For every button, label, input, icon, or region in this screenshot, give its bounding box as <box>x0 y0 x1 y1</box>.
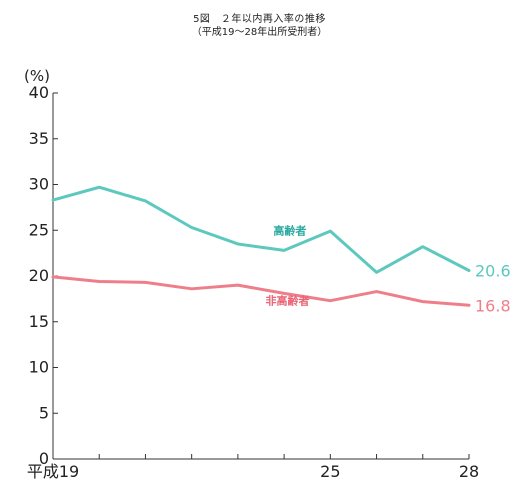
x-tick-label: 28 <box>459 462 479 481</box>
x-tick-label: 平成19 <box>27 462 79 481</box>
y-tick-label: 25 <box>29 220 49 239</box>
y-tick-label: 5 <box>39 403 49 422</box>
y-tick-label: 30 <box>29 175 49 194</box>
series-end-label-1: 20.6 <box>475 262 511 281</box>
series-name-label-2: 非高齢者 <box>265 294 309 308</box>
chart-subtitle: （平成19～28年出所受刑者） <box>191 27 328 38</box>
x-tick-label: 25 <box>320 462 340 481</box>
y-tick-label: 15 <box>29 312 49 331</box>
series-line-1 <box>51 185 471 274</box>
y-tick-label: 35 <box>29 129 49 148</box>
y-tick-label: 0 <box>39 449 49 468</box>
y-tick-label: 20 <box>29 266 49 285</box>
y-axis-unit: (%) <box>24 67 50 85</box>
series-end-label-2: 16.8 <box>475 296 511 315</box>
y-tick-label: 40 <box>29 83 49 102</box>
y-tick-label: 10 <box>29 358 49 377</box>
series-name-label-1: 高齢者 <box>273 223 306 237</box>
chart-title: 5図 ２年以内再入率の推移 <box>193 14 326 25</box>
series-line-2 <box>51 275 471 307</box>
